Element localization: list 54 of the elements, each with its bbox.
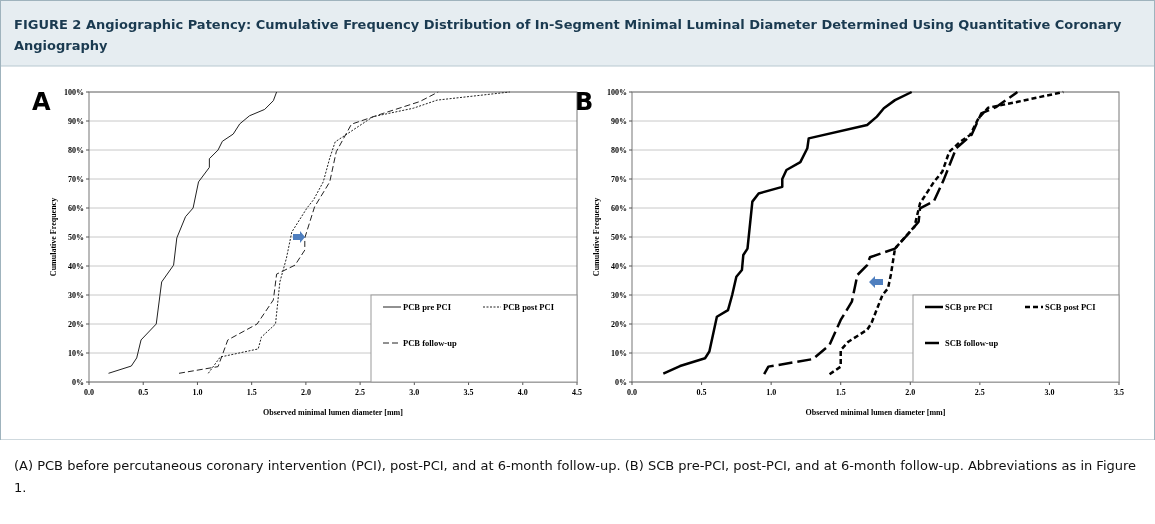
- y-tick-label: 20%: [611, 319, 627, 329]
- annotation: B: [575, 88, 594, 116]
- chart-title: FIGURE 2 Angiographic Patency: Cumulative Frequency Distribution of In-Segment Minimal Luminal Diameter Determined Using Quantitative Coronary Angiography: [14, 16, 1123, 55]
- y-tick-label: 40%: [611, 261, 627, 271]
- legend-label: SCB follow-up: [945, 337, 999, 348]
- x-tick-label: 4.0: [517, 388, 528, 397]
- x-tick-label: 2.0: [300, 388, 311, 397]
- y-tick-label: 80%: [68, 145, 84, 155]
- y-tick-label: 50%: [68, 232, 84, 242]
- y-tick-label: 60%: [611, 203, 627, 213]
- x-tick-label: 3.0: [1044, 388, 1055, 397]
- x-tick-label: 2.5: [974, 388, 985, 397]
- y-tick-label: 0%: [72, 377, 84, 387]
- x-tick-label: 3.0: [409, 388, 420, 397]
- y-axis-title: Cumulative Frequency: [49, 197, 58, 277]
- x-tick-label: 1.5: [835, 388, 846, 397]
- x-tick-label: 1.0: [192, 388, 203, 397]
- x-tick-label: 0.0: [627, 388, 637, 397]
- legend-label: PCB follow-up: [403, 337, 457, 348]
- y-tick-label: 70%: [611, 174, 627, 184]
- x-tick-label: 2.0: [905, 388, 916, 397]
- y-tick-label: 90%: [611, 116, 627, 126]
- x-tick-label: 1.0: [766, 388, 777, 397]
- y-tick-label: 70%: [68, 174, 84, 184]
- y-axis-title: Cumulative Frequency: [592, 197, 601, 277]
- y-tick-label: 10%: [611, 348, 627, 358]
- y-tick-label: 60%: [68, 203, 84, 213]
- legend-label: PCB pre PCI: [403, 301, 452, 312]
- x-tick-label: 4.5: [572, 388, 582, 397]
- x-tick-label: 3.5: [463, 388, 474, 397]
- x-tick-label: 0.5: [138, 388, 149, 397]
- x-tick-label: 0.0: [84, 388, 94, 397]
- legend-label: SCB pre PCI: [945, 301, 994, 312]
- y-tick-label: 50%: [611, 232, 627, 242]
- x-tick-label: 3.5: [1114, 388, 1124, 397]
- y-tick-label: 100%: [64, 87, 84, 97]
- y-tick-label: 30%: [611, 290, 627, 300]
- y-tick-label: 20%: [68, 319, 84, 329]
- y-tick-label: 80%: [611, 145, 627, 155]
- legend-label: SCB post PCI: [1045, 301, 1097, 312]
- y-tick-label: 40%: [68, 261, 84, 271]
- y-tick-label: 10%: [68, 348, 84, 358]
- y-tick-label: 100%: [607, 87, 627, 97]
- x-axis-title: Observed minimal lumen diameter [mm]: [263, 408, 404, 417]
- text: A: [32, 88, 51, 116]
- text: (A) PCB before percutaneous coronary intervention (PCI), post-PCI, and at 6-month follow-up. (B) SCB pre-PCI, post-PCI, and at 6-month follow-up. Abbreviations as in Figure 1.: [14, 457, 1138, 497]
- y-tick-label: 30%: [68, 290, 84, 300]
- x-tick-label: 0.5: [696, 388, 707, 397]
- x-axis-title: Observed minimal lumen diameter [mm]: [805, 408, 946, 417]
- y-tick-label: 0%: [615, 377, 627, 387]
- y-tick-label: 90%: [68, 116, 84, 126]
- legend-label: PCB post PCI: [503, 301, 555, 312]
- x-tick-label: 1.5: [246, 388, 257, 397]
- x-tick-label: 2.5: [355, 388, 366, 397]
